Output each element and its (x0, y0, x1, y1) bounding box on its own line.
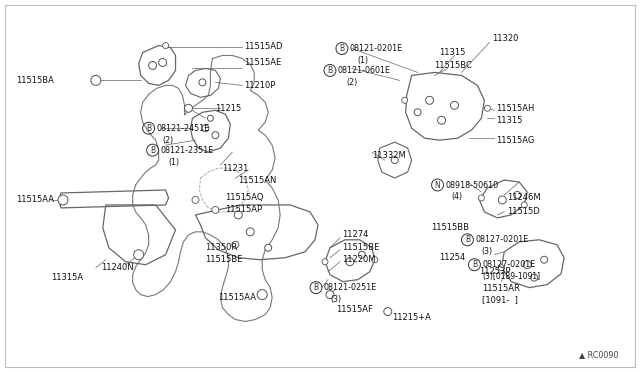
Text: (3): (3) (330, 295, 341, 304)
Text: 11515BC: 11515BC (435, 61, 472, 70)
Text: 11515BB: 11515BB (431, 223, 470, 232)
Circle shape (232, 241, 239, 248)
Circle shape (484, 105, 490, 111)
Text: N: N (435, 180, 440, 189)
Text: 11515AR: 11515AR (483, 284, 520, 293)
Text: 11515AH: 11515AH (497, 104, 534, 113)
Circle shape (514, 192, 521, 198)
Text: 08127-0201E: 08127-0201E (476, 235, 529, 244)
Text: 11515AN: 11515AN (238, 176, 276, 185)
Circle shape (384, 308, 392, 315)
Text: 08918-50610: 08918-50610 (445, 180, 499, 189)
Circle shape (234, 211, 243, 219)
Text: 11220M: 11220M (342, 255, 376, 264)
Text: 11253P: 11253P (479, 267, 511, 276)
Circle shape (541, 256, 548, 263)
Circle shape (499, 265, 504, 271)
Text: 11350R: 11350R (205, 243, 237, 252)
Circle shape (346, 258, 354, 266)
Circle shape (148, 61, 157, 70)
Circle shape (257, 290, 267, 299)
Text: 11515AD: 11515AD (244, 42, 283, 51)
Text: 11515AA: 11515AA (218, 293, 257, 302)
Text: 11515BE: 11515BE (342, 243, 380, 252)
Text: (2): (2) (346, 78, 357, 87)
Text: [1091-  ]: [1091- ] (483, 295, 518, 304)
Circle shape (91, 76, 101, 86)
Circle shape (134, 250, 143, 260)
Text: 11515AP: 11515AP (225, 205, 262, 214)
Text: 08121-0201E: 08121-0201E (350, 44, 403, 53)
Circle shape (207, 115, 213, 121)
Circle shape (326, 291, 334, 299)
Text: B: B (314, 283, 319, 292)
Circle shape (479, 195, 484, 201)
Text: 11515AA: 11515AA (16, 195, 54, 205)
Circle shape (438, 116, 445, 124)
Circle shape (199, 79, 206, 86)
Text: 11315: 11315 (440, 48, 466, 57)
Circle shape (159, 58, 166, 67)
Text: (3)[0189-1091]: (3)[0189-1091] (483, 272, 541, 281)
Text: (1): (1) (168, 158, 180, 167)
Circle shape (531, 274, 538, 281)
Text: (1): (1) (358, 56, 369, 65)
Circle shape (358, 251, 365, 258)
Text: 11515AG: 11515AG (497, 136, 534, 145)
Text: (3): (3) (481, 247, 493, 256)
Circle shape (202, 125, 209, 132)
Circle shape (426, 96, 433, 104)
Text: B: B (150, 145, 155, 155)
Text: 11215: 11215 (216, 104, 242, 113)
Text: 11515BA: 11515BA (16, 76, 54, 85)
Text: 11315A: 11315A (51, 273, 83, 282)
Text: 11515D: 11515D (508, 208, 540, 217)
Text: 11215+A: 11215+A (392, 313, 431, 322)
Text: 11231: 11231 (222, 164, 249, 173)
Text: 11515AE: 11515AE (244, 58, 282, 67)
Text: 11515AF: 11515AF (336, 305, 373, 314)
Circle shape (184, 104, 193, 112)
Text: B: B (146, 124, 151, 133)
Text: 11515AQ: 11515AQ (225, 193, 264, 202)
Text: 08121-2451E: 08121-2451E (157, 124, 210, 133)
Circle shape (58, 195, 68, 205)
Text: 11320: 11320 (492, 34, 519, 43)
Text: 08121-0251E: 08121-0251E (324, 283, 377, 292)
Circle shape (212, 132, 219, 139)
Circle shape (265, 244, 272, 251)
Text: 08127-0201E: 08127-0201E (483, 260, 536, 269)
Circle shape (372, 257, 378, 263)
Text: 11274: 11274 (342, 230, 368, 239)
Circle shape (246, 228, 254, 236)
Circle shape (163, 42, 168, 48)
Circle shape (322, 259, 328, 265)
Circle shape (451, 101, 458, 109)
Text: 11315: 11315 (497, 116, 523, 125)
Text: 11246M: 11246M (508, 193, 541, 202)
Circle shape (391, 157, 398, 164)
Text: 11254: 11254 (440, 253, 466, 262)
Text: B: B (472, 260, 477, 269)
Text: 11210P: 11210P (244, 81, 276, 90)
Text: 11240N: 11240N (101, 263, 134, 272)
Circle shape (521, 202, 527, 208)
Text: 08121-2351E: 08121-2351E (161, 145, 214, 155)
Text: 08121-0601E: 08121-0601E (338, 66, 391, 75)
Circle shape (524, 261, 531, 269)
Text: B: B (328, 66, 333, 75)
Text: B: B (465, 235, 470, 244)
Text: B: B (339, 44, 344, 53)
Text: (4): (4) (451, 192, 463, 202)
Circle shape (499, 196, 506, 204)
Text: ▲ RC0090: ▲ RC0090 (579, 350, 619, 359)
Circle shape (414, 109, 421, 116)
Text: (2): (2) (163, 136, 174, 145)
Text: 11332M: 11332M (372, 151, 406, 160)
Circle shape (192, 196, 199, 203)
Text: 11515BE: 11515BE (205, 255, 243, 264)
Circle shape (402, 97, 408, 103)
Circle shape (212, 206, 219, 214)
